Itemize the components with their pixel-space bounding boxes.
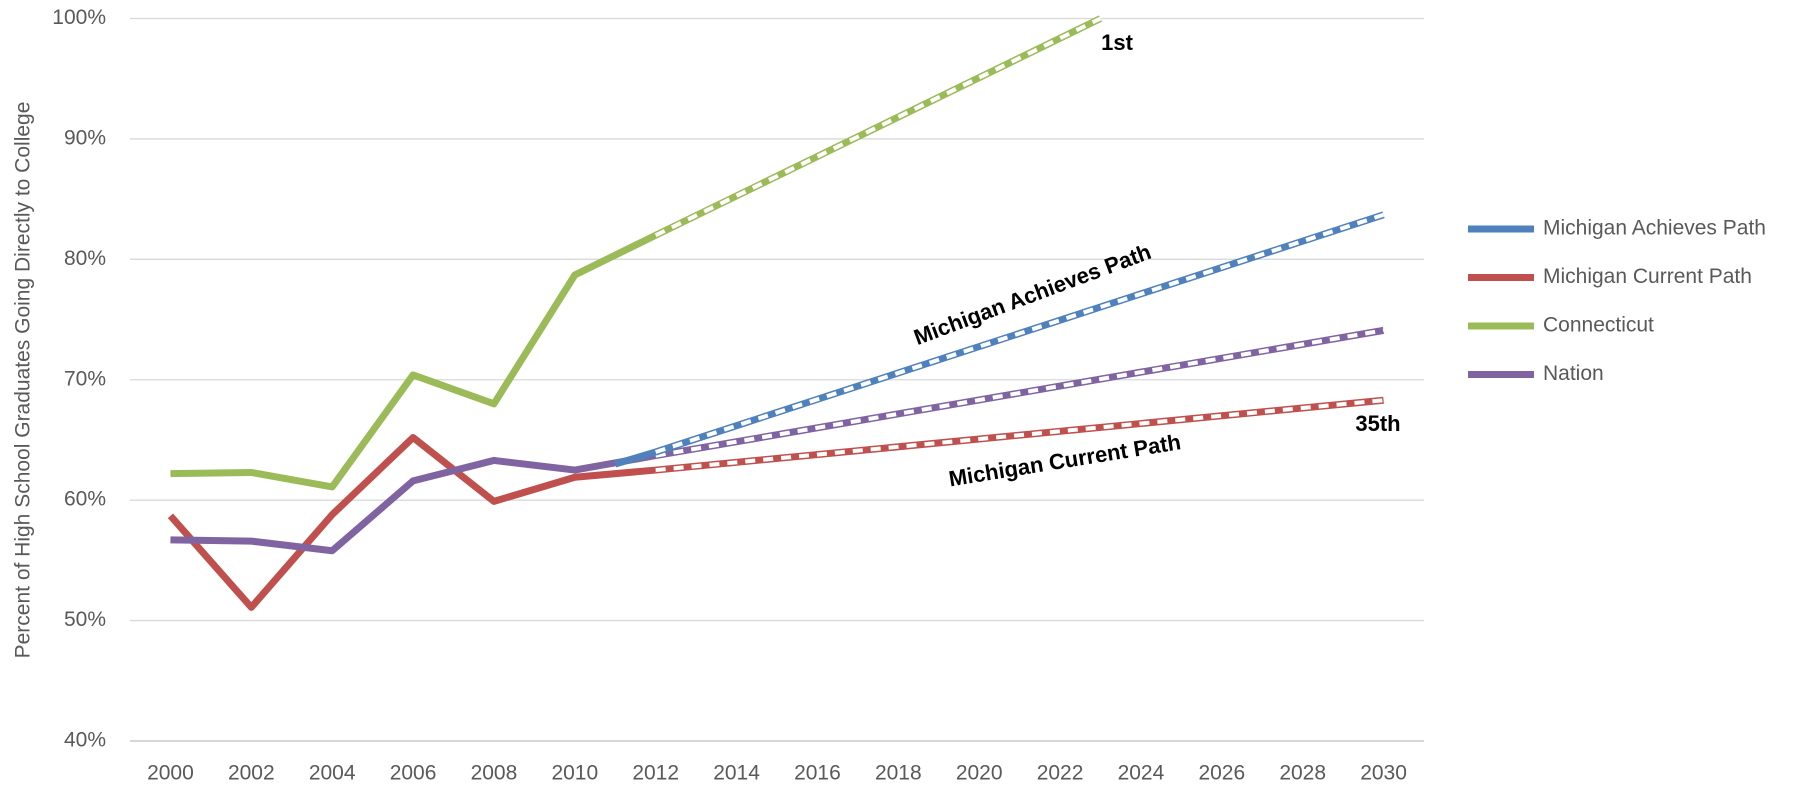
annotation: 35th xyxy=(1355,411,1400,436)
annotation: Michigan Achieves Path xyxy=(910,239,1154,350)
y-tick-label: 90% xyxy=(64,126,106,149)
x-tick-label: 2022 xyxy=(1037,762,1084,785)
x-tick-label: 2012 xyxy=(632,762,679,785)
annotation: 1st xyxy=(1101,30,1133,55)
y-tick-label: 50% xyxy=(64,608,106,631)
x-tick-label: 2024 xyxy=(1118,762,1165,785)
dash-highlight xyxy=(655,212,1385,454)
y-tick-label: 70% xyxy=(64,367,106,390)
x-tick-label: 2006 xyxy=(390,762,437,785)
x-tick-label: 2028 xyxy=(1279,762,1326,785)
x-tick-label: 2030 xyxy=(1360,762,1407,785)
legend-label: Michigan Achieves Path xyxy=(1543,217,1766,240)
x-tick-label: 2016 xyxy=(794,762,841,785)
x-tick-label: 2008 xyxy=(471,762,518,785)
legend-label: Michigan Current Path xyxy=(1543,265,1752,288)
x-tick-label: 2002 xyxy=(228,762,275,785)
y-tick-label: 40% xyxy=(64,729,106,752)
x-tick-label: 2026 xyxy=(1198,762,1245,785)
series-line xyxy=(170,232,658,491)
series-line xyxy=(170,452,657,555)
x-tick-label: 2014 xyxy=(713,762,760,785)
projection-line xyxy=(654,15,1103,239)
y-tick-label: 80% xyxy=(64,247,106,270)
dash-highlight xyxy=(655,398,1384,473)
series-line xyxy=(167,434,656,611)
x-tick-label: 2000 xyxy=(147,762,194,785)
y-axis-label: Percent of High School Graduates Going D… xyxy=(12,102,35,659)
y-tick-label: 60% xyxy=(64,488,106,511)
legend-label: Nation xyxy=(1543,362,1604,385)
x-tick-label: 2020 xyxy=(956,762,1003,785)
x-tick-label: 2010 xyxy=(551,762,598,785)
legend-label: Connecticut xyxy=(1543,314,1654,337)
y-tick-label: 100% xyxy=(52,6,106,29)
series-line xyxy=(614,448,657,468)
x-tick-label: 2018 xyxy=(875,762,922,785)
x-tick-label: 2004 xyxy=(309,762,356,785)
dash-highlight xyxy=(655,328,1384,458)
